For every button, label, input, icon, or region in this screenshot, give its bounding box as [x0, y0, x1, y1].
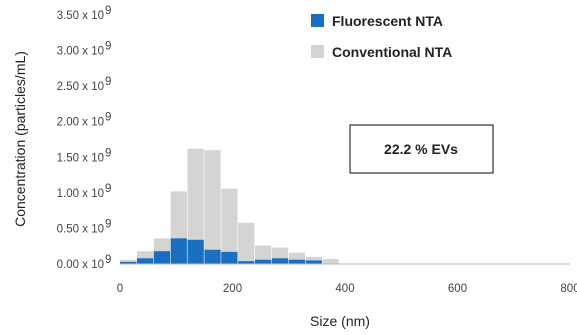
y-tick-label: 3.50 x 10 [57, 10, 104, 22]
fluorescent-nta-bar [120, 261, 137, 264]
conventional-nta-bar [221, 188, 238, 264]
legend: Fluorescent NTA Conventional NTA [311, 13, 452, 60]
legend-swatch-conventional [311, 45, 324, 58]
x-tick-label: 200 [223, 283, 242, 295]
conventional-nta-bars [120, 148, 339, 264]
y-tick-exponent: 9 [105, 218, 111, 230]
y-tick-label: 1.00 x 10 [57, 188, 104, 200]
y-axis-ticks: 0.00 x 10 90.50 x 10 91.00 x 10 91.50 x 10 9… [57, 5, 112, 271]
fluorescent-nta-bar [153, 251, 171, 264]
conventional-nta-bar [288, 252, 306, 264]
legend-label-fluorescent: Fluorescent NTA [332, 13, 443, 29]
legend-label-conventional: Conventional NTA [332, 44, 452, 60]
fluorescent-nta-bar [221, 251, 238, 264]
annotation-box: 22.2 % EVs [349, 124, 494, 174]
x-tick-label: 400 [335, 283, 354, 295]
annotation-border [349, 124, 494, 174]
y-axis-title: Concentration (particles/mL) [12, 51, 28, 227]
x-tick-label: 800 [560, 283, 577, 295]
y-tick-label: 0.50 x 10 [57, 223, 104, 235]
x-tick-label: 0 [117, 283, 123, 295]
conventional-nta-bar [238, 222, 255, 264]
y-tick-exponent: 9 [105, 41, 111, 53]
y-tick-label: 0.00 x 10 [57, 259, 104, 271]
conventional-nta-bar [187, 148, 204, 264]
fluorescent-nta-bar [271, 258, 289, 264]
legend-swatch-fluorescent [311, 14, 324, 27]
y-tick-label: 2.00 x 10 [57, 117, 104, 129]
conventional-nta-bar [322, 259, 339, 264]
y-tick-label: 1.50 x 10 [57, 152, 104, 164]
fluorescent-nta-bar [136, 258, 154, 264]
fluorescent-nta-bar [288, 259, 306, 264]
conventional-nta-bar [204, 150, 221, 264]
y-tick-label: 3.00 x 10 [57, 46, 104, 58]
fluorescent-nta-bar [170, 238, 187, 264]
fluorescent-nta-bar [187, 239, 204, 264]
y-tick-exponent: 9 [105, 112, 111, 124]
y-tick-exponent: 9 [105, 183, 111, 195]
y-tick-exponent: 9 [105, 147, 111, 159]
fluorescent-nta-bar [305, 260, 322, 264]
x-axis-title: Size (nm) [310, 313, 370, 329]
y-tick-exponent: 9 [105, 254, 111, 266]
y-tick-label: 2.50 x 10 [57, 81, 104, 93]
x-axis-ticks: 0 200 400 600 800 [117, 283, 577, 295]
conventional-nta-bar [255, 245, 272, 264]
x-tick-label: 600 [448, 283, 467, 295]
y-tick-exponent: 9 [105, 76, 111, 88]
fluorescent-nta-bars [120, 238, 322, 264]
fluorescent-nta-bar [255, 259, 272, 264]
fluorescent-nta-bar [204, 249, 221, 264]
annotation-text: 22.2 % EVs [384, 141, 458, 157]
y-tick-exponent: 9 [105, 5, 111, 17]
fluorescent-nta-bar [238, 261, 255, 264]
